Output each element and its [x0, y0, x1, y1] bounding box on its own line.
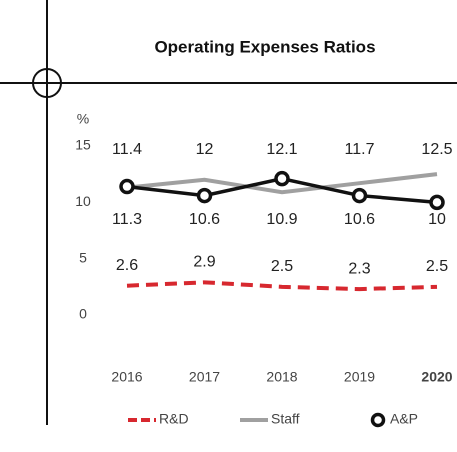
data-label: 2.9	[193, 254, 215, 271]
legend-label: R&D	[159, 411, 189, 427]
data-label: 10.6	[189, 211, 220, 228]
x-tick-label: 2018	[266, 369, 297, 385]
data-label: 10.9	[266, 211, 297, 228]
x-tick-label: 2020	[421, 369, 452, 385]
point-marker	[429, 194, 445, 211]
point-marker	[119, 178, 135, 195]
data-label: 2.5	[426, 258, 448, 275]
y-tick-label: 0	[79, 306, 87, 322]
y-tick-label: 5	[79, 249, 87, 265]
y-tick-label: 15	[75, 137, 91, 153]
legend-label: A&P	[390, 411, 418, 427]
data-label: 11.3	[112, 211, 142, 228]
chart-title: Operating Expenses Ratios	[154, 37, 375, 56]
data-label: 2.5	[271, 258, 293, 275]
x-tick-label: 2017	[189, 369, 220, 385]
data-label: 2.3	[348, 260, 370, 277]
data-label: 11.4	[112, 141, 142, 158]
series-line	[126, 280, 438, 292]
series-line	[126, 172, 438, 195]
data-label: 12.5	[421, 141, 452, 158]
x-tick-label: 2016	[111, 369, 142, 385]
point-marker	[351, 187, 368, 204]
y-unit: %	[77, 111, 89, 127]
legend-marker	[370, 412, 386, 428]
data-label: 11.7	[345, 141, 375, 158]
data-label: 10.6	[344, 211, 375, 228]
legend-label: Staff	[271, 411, 300, 427]
data-label: 12	[196, 141, 214, 158]
crosshair	[32, 68, 62, 98]
y-tick-label: 10	[75, 193, 91, 209]
data-label: 10	[428, 211, 446, 228]
point-marker	[196, 187, 213, 204]
data-label: 12.1	[266, 141, 297, 158]
x-tick-label: 2019	[344, 369, 375, 385]
point-marker	[274, 170, 290, 187]
data-label: 2.6	[116, 257, 138, 274]
